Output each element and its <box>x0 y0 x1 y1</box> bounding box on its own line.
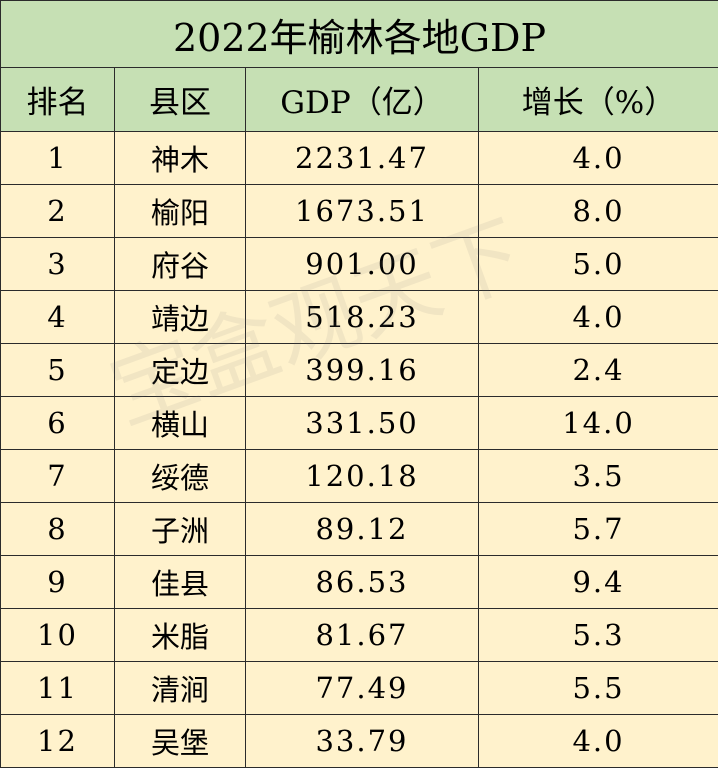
cell-growth: 8.0 <box>477 184 718 238</box>
cell-county: 绥德 <box>114 449 246 503</box>
cell-county: 定边 <box>114 343 246 397</box>
cell-gdp: 331.50 <box>245 396 479 450</box>
table-row: 3 府谷 901.00 5.0 <box>0 237 718 291</box>
cell-growth: 9.4 <box>477 555 718 609</box>
cell-rank: 12 <box>0 714 115 768</box>
table-row: 4 靖边 518.23 4.0 <box>0 290 718 344</box>
cell-county: 米脂 <box>114 608 246 662</box>
cell-county: 佳县 <box>114 555 246 609</box>
table-title: 2022年榆林各地GDP <box>0 0 718 68</box>
cell-gdp: 89.12 <box>245 502 479 556</box>
cell-rank: 11 <box>0 661 115 715</box>
table-row: 2 榆阳 1673.51 8.0 <box>0 184 718 238</box>
cell-gdp: 120.18 <box>245 449 479 503</box>
cell-gdp: 518.23 <box>245 290 479 344</box>
cell-rank: 2 <box>0 184 115 238</box>
cell-growth: 2.4 <box>477 343 718 397</box>
title-row: 2022年榆林各地GDP <box>0 0 718 68</box>
cell-rank: 1 <box>0 131 115 185</box>
cell-rank: 7 <box>0 449 115 503</box>
header-growth: 增长（%） <box>477 67 718 132</box>
table-row: 11 清涧 77.49 5.5 <box>0 661 718 715</box>
cell-growth: 4.0 <box>477 714 718 768</box>
cell-county: 横山 <box>114 396 246 450</box>
header-row: 排名 县区 GDP（亿） 增长（%） <box>0 67 718 132</box>
cell-growth: 5.0 <box>477 237 718 291</box>
table-row: 7 绥德 120.18 3.5 <box>0 449 718 503</box>
cell-gdp: 399.16 <box>245 343 479 397</box>
cell-rank: 9 <box>0 555 115 609</box>
cell-gdp: 86.53 <box>245 555 479 609</box>
cell-gdp: 1673.51 <box>245 184 479 238</box>
cell-rank: 4 <box>0 290 115 344</box>
table-row: 10 米脂 81.67 5.3 <box>0 608 718 662</box>
cell-gdp: 81.67 <box>245 608 479 662</box>
cell-gdp: 33.79 <box>245 714 479 768</box>
table-row: 6 横山 331.50 14.0 <box>0 396 718 450</box>
cell-gdp: 901.00 <box>245 237 479 291</box>
table-body: 1 神木 2231.47 4.0 2 榆阳 1673.51 8.0 3 府谷 901.00 5.0 4 靖… <box>0 131 718 768</box>
table-row: 5 定边 399.16 2.4 <box>0 343 718 397</box>
cell-county: 吴堡 <box>114 714 246 768</box>
table-row: 1 神木 2231.47 4.0 <box>0 131 718 185</box>
cell-growth: 5.3 <box>477 608 718 662</box>
cell-rank: 5 <box>0 343 115 397</box>
cell-county: 清涧 <box>114 661 246 715</box>
header-gdp: GDP（亿） <box>245 67 479 132</box>
cell-growth: 4.0 <box>477 131 718 185</box>
cell-growth: 14.0 <box>477 396 718 450</box>
table-row: 12 吴堡 33.79 4.0 <box>0 714 718 768</box>
cell-county: 子洲 <box>114 502 246 556</box>
cell-gdp: 2231.47 <box>245 131 479 185</box>
cell-county: 靖边 <box>114 290 246 344</box>
cell-gdp: 77.49 <box>245 661 479 715</box>
cell-growth: 5.7 <box>477 502 718 556</box>
cell-county: 神木 <box>114 131 246 185</box>
cell-growth: 4.0 <box>477 290 718 344</box>
cell-county: 府谷 <box>114 237 246 291</box>
header-rank: 排名 <box>0 67 115 132</box>
cell-rank: 8 <box>0 502 115 556</box>
table-row: 9 佳县 86.53 9.4 <box>0 555 718 609</box>
cell-growth: 3.5 <box>477 449 718 503</box>
cell-rank: 10 <box>0 608 115 662</box>
header-county: 县区 <box>114 67 246 132</box>
cell-rank: 3 <box>0 237 115 291</box>
cell-growth: 5.5 <box>477 661 718 715</box>
cell-rank: 6 <box>0 396 115 450</box>
table-row: 8 子洲 89.12 5.7 <box>0 502 718 556</box>
cell-county: 榆阳 <box>114 184 246 238</box>
